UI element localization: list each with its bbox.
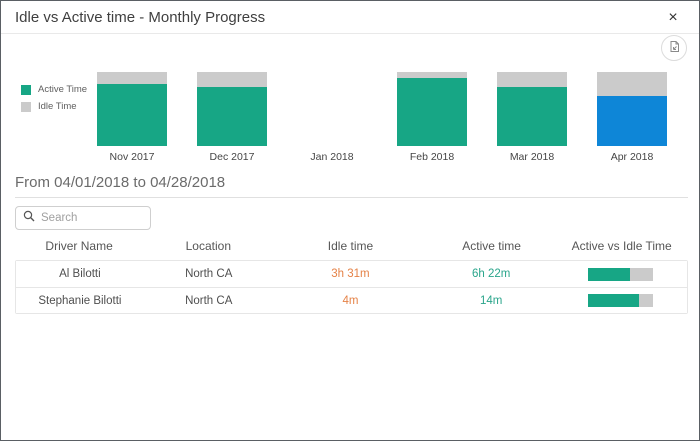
month-bar[interactable]	[497, 72, 567, 146]
active-segment	[497, 86, 567, 146]
period-heading: From 04/01/2018 to 04/28/2018	[15, 174, 226, 191]
col-header-location: Location	[185, 239, 231, 253]
table-row[interactable]: Al Bilotti North CA 3h 31m 6h 22m	[16, 261, 687, 287]
active-time-cell: 6h 22m	[472, 268, 511, 280]
export-report-button[interactable]	[661, 35, 687, 61]
legend-item-active-time: Active Time	[21, 84, 87, 95]
active-portion	[588, 267, 630, 281]
idle-time-cell: 3h 31m	[331, 268, 370, 280]
active-time-swatch	[21, 84, 31, 95]
chart-slot-apr-2018: Apr 2018	[582, 72, 682, 167]
active-vs-idle-bar	[588, 294, 654, 307]
section-divider	[15, 197, 688, 198]
close-icon[interactable]: ×	[661, 6, 685, 30]
active-vs-idle-bar	[588, 267, 654, 281]
driver-name-cell: Al Bilotti	[59, 268, 101, 280]
dialog-titlebar: Idle vs Active time - Monthly Progress ×	[1, 1, 699, 34]
active-vs-idle-cell	[555, 294, 687, 307]
chart-slot-mar-2018: Mar 2018	[482, 72, 582, 167]
active-portion	[588, 294, 640, 307]
export-report-icon	[668, 40, 681, 56]
active-segment	[397, 77, 467, 146]
chart-slot-feb-2018: Feb 2018	[382, 72, 482, 167]
month-bar[interactable]	[97, 72, 167, 146]
active-segment	[597, 95, 667, 146]
idle-segment	[197, 72, 267, 87]
idle-time-cell: 4m	[342, 294, 359, 307]
idle-segment	[97, 72, 167, 84]
search-box	[15, 206, 151, 230]
table-header: Driver Name Location Idle time Active ti…	[15, 239, 688, 255]
table-body: Al Bilotti North CA 3h 31m 6h 22m Stepha…	[15, 260, 688, 314]
month-bar-selected[interactable]	[597, 72, 667, 146]
active-vs-idle-cell	[555, 267, 687, 281]
col-header-driver-name: Driver Name	[45, 239, 113, 253]
chart-slot-nov-2017: Nov 2017	[82, 72, 182, 167]
driver-name-cell: Stephanie Bilotti	[38, 294, 122, 307]
idle-segment	[397, 72, 467, 78]
chart-slot-dec-2017: Dec 2017	[182, 72, 282, 167]
search-input[interactable]	[41, 212, 143, 224]
col-header-idle-time: Idle time	[327, 239, 374, 253]
monthly-progress-chart: Nov 2017 Dec 2017 Jan 2018 Feb 2018	[82, 72, 682, 167]
col-header-active-time: Active time	[462, 239, 521, 253]
chart-legend: Active Time Idle Time	[21, 84, 87, 118]
chart-slot-jan-2018: Jan 2018	[282, 72, 382, 167]
active-segment	[97, 83, 167, 146]
idle-time-swatch	[21, 101, 31, 112]
active-time-cell: 14m	[480, 294, 503, 307]
legend-label: Active Time	[38, 84, 88, 95]
month-label: Apr 2018	[610, 151, 654, 163]
month-label: Feb 2018	[409, 151, 455, 163]
month-bar[interactable]	[197, 72, 267, 146]
month-bar[interactable]	[397, 72, 467, 146]
month-label: Nov 2017	[109, 151, 155, 163]
active-segment	[197, 86, 267, 146]
idle-segment	[597, 72, 667, 96]
month-label: Jan 2018	[310, 151, 354, 163]
table-row[interactable]: Stephanie Bilotti North CA 4m 14m	[16, 287, 687, 313]
idle-segment	[497, 72, 567, 87]
drivers-table: Driver Name Location Idle time Active ti…	[15, 239, 688, 314]
legend-label: Idle Time	[38, 101, 77, 112]
location-cell: North CA	[185, 268, 233, 280]
location-cell: North CA	[185, 294, 233, 307]
month-label: Mar 2018	[509, 151, 555, 163]
search-icon	[23, 209, 35, 227]
dialog-title: Idle vs Active time - Monthly Progress	[15, 9, 266, 26]
legend-item-idle-time: Idle Time	[21, 101, 87, 112]
col-header-active-vs-idle: Active vs Idle Time	[571, 239, 672, 253]
month-label: Dec 2017	[209, 151, 255, 163]
